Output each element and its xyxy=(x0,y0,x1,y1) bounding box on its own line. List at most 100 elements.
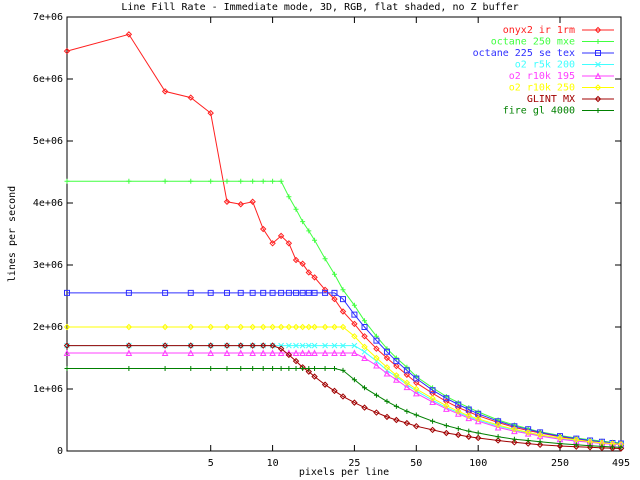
point-marker xyxy=(161,349,169,357)
point-marker xyxy=(64,366,70,372)
x-tick-label: 10 xyxy=(267,458,279,469)
point-marker xyxy=(412,389,420,397)
point-marker xyxy=(259,342,267,349)
point-marker xyxy=(286,194,292,200)
point-marker xyxy=(595,61,601,68)
point-marker xyxy=(305,349,313,357)
y-tick-label: 5e+06 xyxy=(33,136,63,147)
point-marker xyxy=(161,323,169,331)
point-marker xyxy=(443,423,449,429)
point-marker xyxy=(312,366,318,372)
series-line xyxy=(67,292,622,445)
point-marker xyxy=(293,366,299,372)
point-marker xyxy=(126,178,132,184)
point-marker xyxy=(299,349,306,357)
point-marker xyxy=(465,408,472,416)
point-marker xyxy=(331,289,338,296)
point-marker xyxy=(429,398,436,406)
point-marker xyxy=(260,178,266,184)
point-marker xyxy=(306,366,312,372)
y-tick-label: 0 xyxy=(57,446,63,457)
point-marker xyxy=(269,323,276,331)
point-marker xyxy=(393,355,399,361)
legend-label: o2 r10k 250 xyxy=(509,83,575,94)
point-marker xyxy=(270,366,276,372)
point-marker xyxy=(594,26,602,34)
point-marker xyxy=(125,323,133,331)
point-marker xyxy=(237,342,244,349)
legend-label: fire gl 4000 xyxy=(503,106,575,117)
y-axis-label: lines per second xyxy=(7,186,18,282)
point-marker xyxy=(429,426,436,434)
point-marker xyxy=(573,443,580,450)
y-tick-label: 4e+06 xyxy=(33,198,63,209)
point-marker xyxy=(311,373,318,380)
point-marker xyxy=(322,342,328,349)
point-marker xyxy=(455,401,462,408)
point-marker xyxy=(455,408,462,415)
point-marker xyxy=(260,366,266,372)
point-marker xyxy=(269,349,276,357)
point-marker xyxy=(259,225,267,233)
point-marker xyxy=(161,342,169,349)
point-marker xyxy=(618,444,624,450)
legend-label: onyx2 ir 1rm xyxy=(503,25,575,36)
point-marker xyxy=(125,31,133,38)
point-marker xyxy=(293,206,299,212)
point-marker xyxy=(305,342,312,349)
point-marker xyxy=(249,289,256,296)
point-marker xyxy=(187,94,194,101)
point-marker xyxy=(322,289,329,296)
series-line xyxy=(67,326,622,445)
point-marker xyxy=(63,323,71,331)
point-marker xyxy=(361,348,368,355)
point-marker xyxy=(207,323,214,331)
point-marker xyxy=(187,289,194,296)
x-tick-label: 25 xyxy=(348,458,360,469)
point-marker xyxy=(306,228,312,234)
point-marker xyxy=(249,342,256,349)
point-marker xyxy=(373,354,380,362)
point-marker xyxy=(162,289,169,296)
point-marker xyxy=(351,349,358,357)
x-tick-label: 495 xyxy=(612,458,630,469)
point-marker xyxy=(443,402,450,409)
point-marker xyxy=(384,398,390,404)
point-marker xyxy=(187,349,195,357)
x-tick-label: 100 xyxy=(469,458,487,469)
point-marker xyxy=(63,342,71,349)
point-marker xyxy=(474,434,482,442)
point-marker xyxy=(223,198,231,205)
point-marker xyxy=(340,287,346,293)
point-marker xyxy=(238,366,244,372)
point-marker xyxy=(208,178,214,184)
x-tick-label: 5 xyxy=(208,458,214,469)
point-marker xyxy=(393,358,400,365)
point-marker xyxy=(430,418,436,424)
point-marker xyxy=(403,367,410,374)
point-marker xyxy=(339,296,346,303)
legend-label: o2 r10k 195 xyxy=(509,71,575,82)
point-marker xyxy=(340,367,346,373)
point-marker xyxy=(292,323,300,331)
point-marker xyxy=(413,375,420,382)
point-marker xyxy=(250,366,256,372)
point-marker xyxy=(362,385,368,391)
point-marker xyxy=(429,387,436,394)
point-marker xyxy=(331,271,337,277)
point-marker xyxy=(494,421,502,429)
point-marker xyxy=(362,318,368,324)
point-marker xyxy=(495,434,501,440)
point-marker xyxy=(404,364,410,370)
point-marker xyxy=(331,387,338,395)
point-marker xyxy=(259,323,267,331)
point-marker xyxy=(125,289,132,296)
point-marker xyxy=(393,376,400,383)
point-marker xyxy=(511,426,518,433)
point-marker xyxy=(383,364,391,371)
point-marker xyxy=(285,289,292,296)
point-marker xyxy=(207,342,214,349)
plot-border xyxy=(66,16,622,452)
point-marker xyxy=(595,108,601,113)
